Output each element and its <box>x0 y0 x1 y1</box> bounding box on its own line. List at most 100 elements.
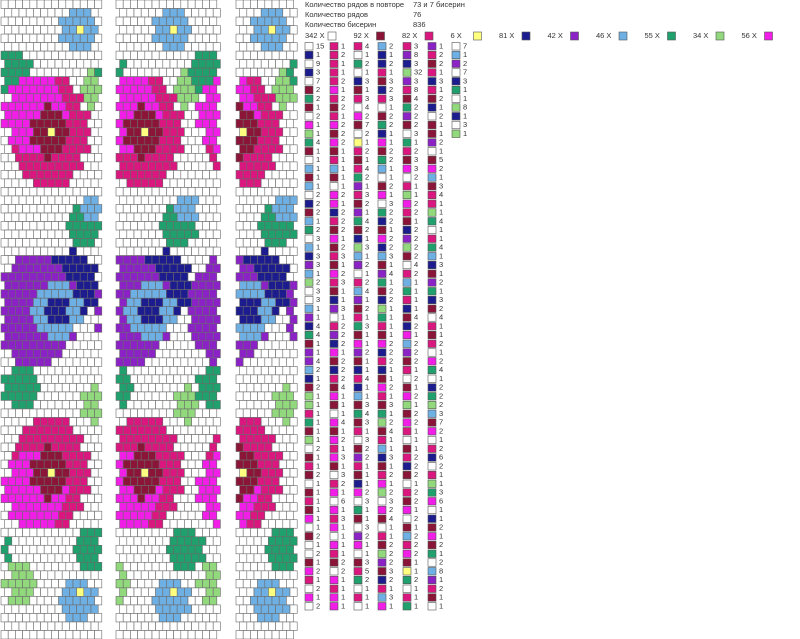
bead <box>169 110 178 120</box>
bead <box>173 425 182 435</box>
bead <box>61 468 70 478</box>
bead <box>130 306 138 316</box>
bead <box>137 562 146 572</box>
step-swatch <box>329 488 339 497</box>
bead <box>253 42 262 52</box>
bead <box>94 306 103 316</box>
bead <box>180 0 189 9</box>
bead <box>87 50 95 60</box>
bead <box>209 33 218 43</box>
bead <box>158 306 167 316</box>
bead <box>87 101 95 112</box>
bead <box>4 161 13 171</box>
bead <box>275 604 284 614</box>
bead <box>58 562 67 572</box>
bead <box>246 25 255 35</box>
bead <box>7 289 16 299</box>
bead <box>65 170 74 180</box>
bead <box>242 50 251 60</box>
bead <box>176 468 185 478</box>
bead <box>115 16 124 26</box>
bead <box>184 93 192 103</box>
bead <box>94 374 103 384</box>
step-swatch <box>427 575 437 585</box>
bead <box>25 161 34 171</box>
bead <box>250 101 258 112</box>
step-count: 1 <box>389 531 393 540</box>
bead <box>15 408 23 418</box>
step-count: 1 <box>341 164 345 173</box>
step-swatch <box>427 418 437 427</box>
bead <box>257 101 266 112</box>
bead <box>194 101 203 112</box>
bead <box>166 510 174 521</box>
bead <box>260 195 269 205</box>
bead <box>202 33 210 43</box>
bead <box>54 161 63 171</box>
bead <box>0 238 9 248</box>
step-count: 3 <box>439 295 443 304</box>
bead <box>22 459 31 469</box>
bead <box>40 161 49 171</box>
bead <box>176 434 185 444</box>
bead <box>278 50 287 60</box>
bead <box>151 442 160 452</box>
step-swatch <box>427 103 437 112</box>
bead <box>133 434 142 444</box>
bead <box>72 306 81 316</box>
step-swatch <box>377 575 387 585</box>
bead <box>155 604 164 614</box>
bead <box>40 110 49 120</box>
bead <box>282 366 291 376</box>
bead <box>25 59 34 69</box>
bead <box>144 238 153 248</box>
bead <box>275 349 284 359</box>
bead <box>4 229 13 239</box>
bead <box>187 221 196 231</box>
bead <box>25 451 34 461</box>
bead <box>15 476 23 486</box>
bead <box>22 596 31 606</box>
bead <box>184 536 192 546</box>
step-count: 1 <box>389 330 393 339</box>
step-count: 2 <box>341 225 345 234</box>
bead <box>158 408 167 418</box>
step-count: 1 <box>439 68 443 77</box>
step-count: 3 <box>389 94 393 103</box>
step-count: 1 <box>389 138 393 147</box>
step-swatch <box>329 453 339 462</box>
bead <box>137 493 146 503</box>
bead <box>268 536 276 546</box>
bead <box>115 476 124 486</box>
bead <box>25 349 34 359</box>
bead <box>94 391 103 401</box>
bead <box>90 434 99 444</box>
bead <box>130 16 138 26</box>
step-count: 2 <box>341 330 345 339</box>
bead <box>130 493 138 503</box>
bead <box>7 391 16 401</box>
bead <box>202 289 210 299</box>
bead <box>286 476 294 486</box>
bead <box>79 221 88 231</box>
bead <box>36 527 45 538</box>
bead <box>166 596 174 606</box>
bead <box>11 195 20 205</box>
bead <box>130 153 138 163</box>
bead <box>54 383 63 393</box>
bead <box>246 417 255 427</box>
bead <box>0 255 9 265</box>
bead <box>184 570 192 580</box>
bead <box>7 50 16 60</box>
bead <box>242 425 251 435</box>
bead <box>286 459 294 469</box>
bead <box>79 408 88 418</box>
bead <box>239 366 248 376</box>
bead <box>90 400 99 410</box>
step-swatch <box>304 348 314 357</box>
bead <box>7 323 16 333</box>
bead <box>33 451 41 461</box>
bead <box>282 76 291 86</box>
bead <box>0 50 9 60</box>
bead <box>18 25 27 35</box>
